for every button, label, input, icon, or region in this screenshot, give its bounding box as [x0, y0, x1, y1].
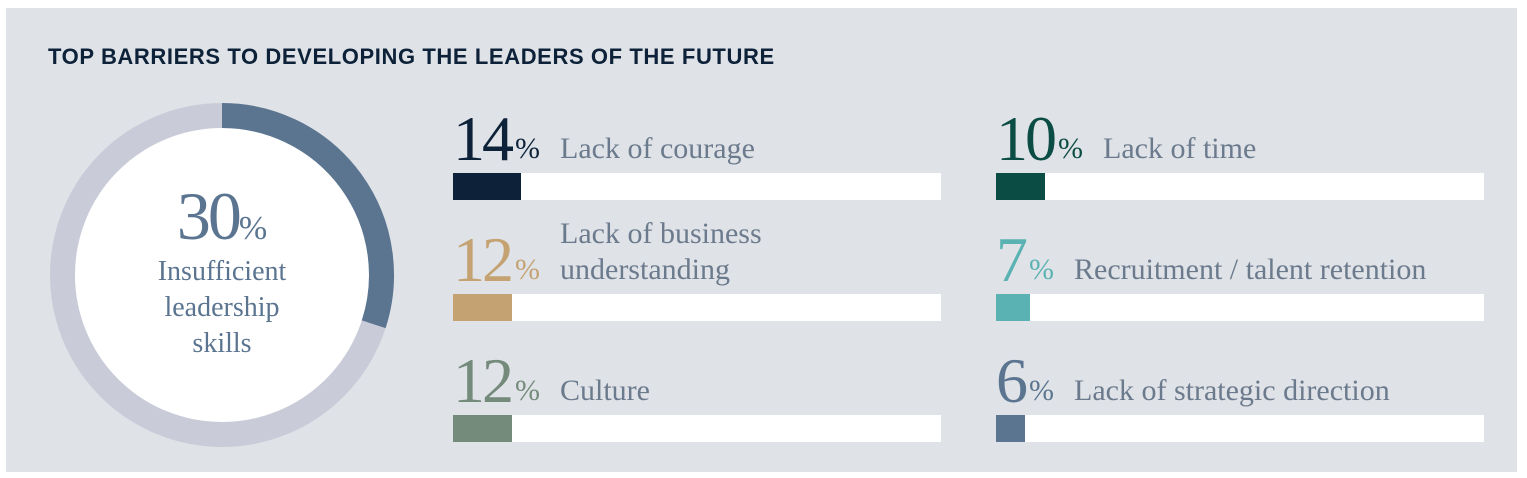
bar-track [996, 173, 1484, 200]
bar-track [996, 415, 1484, 442]
bar [453, 173, 522, 200]
donut-center: 30% Insufficient leadership skills [122, 178, 322, 362]
unit: % [1029, 374, 1054, 407]
category-label: Lack of time [1103, 132, 1257, 165]
value-label: 14 [453, 103, 514, 174]
donut-label: Insufficient leadership skills [157, 256, 287, 359]
unit: % [515, 132, 540, 165]
category-label: Culture [560, 374, 650, 407]
bar-header: 12% Culture [453, 345, 810, 416]
donut-chart [50, 103, 394, 447]
title: TOP BARRIERS TO DEVELOPING THE LEADERS O… [48, 44, 775, 69]
bar-header: 12% Lack of business understanding [453, 216, 810, 295]
category-label: Lack of courage [560, 132, 755, 165]
unit: % [1029, 253, 1054, 286]
bar-item: 14% Lack of courage [453, 107, 941, 200]
bar-track [453, 294, 941, 321]
value-label: 7 [996, 224, 1028, 295]
bar-track [453, 415, 941, 442]
bar [453, 294, 512, 321]
bar-item: 7% Recruitment / talent retention [996, 228, 1484, 321]
value-label: 12 [453, 345, 514, 416]
bar [996, 415, 1026, 442]
bar-item: 6% Lack of strategic direction [996, 349, 1484, 442]
bar-header: 7% Recruitment / talent retention [996, 224, 1494, 295]
bar [453, 415, 512, 442]
bar-header: 14% Lack of courage [453, 103, 810, 174]
category-label: Recruitment / talent retention [1074, 253, 1427, 286]
bar [996, 173, 1045, 200]
bar-header: 10% Lack of time [996, 103, 1523, 174]
bar-item: 12% Lack of business understanding [453, 217, 941, 321]
value-label: 6 [996, 345, 1028, 416]
category-label: Lack of business understanding [560, 217, 762, 286]
bar [996, 294, 1031, 321]
bar-item: 12% Culture [453, 349, 941, 442]
bar-track [453, 173, 941, 200]
bar-item: 10% Lack of time [996, 107, 1484, 200]
unit: % [1058, 132, 1083, 165]
donut-value: 30 [176, 178, 242, 254]
bar-track [996, 294, 1484, 321]
value-label: 12 [453, 224, 514, 295]
bar-header: 6% Lack of strategic direction [996, 345, 1494, 416]
value-label: 10 [996, 103, 1057, 174]
category-label: Lack of strategic direction [1074, 374, 1390, 407]
unit: % [515, 253, 540, 286]
unit: % [238, 210, 268, 247]
unit: % [515, 374, 540, 407]
donut-arc [221, 103, 394, 329]
